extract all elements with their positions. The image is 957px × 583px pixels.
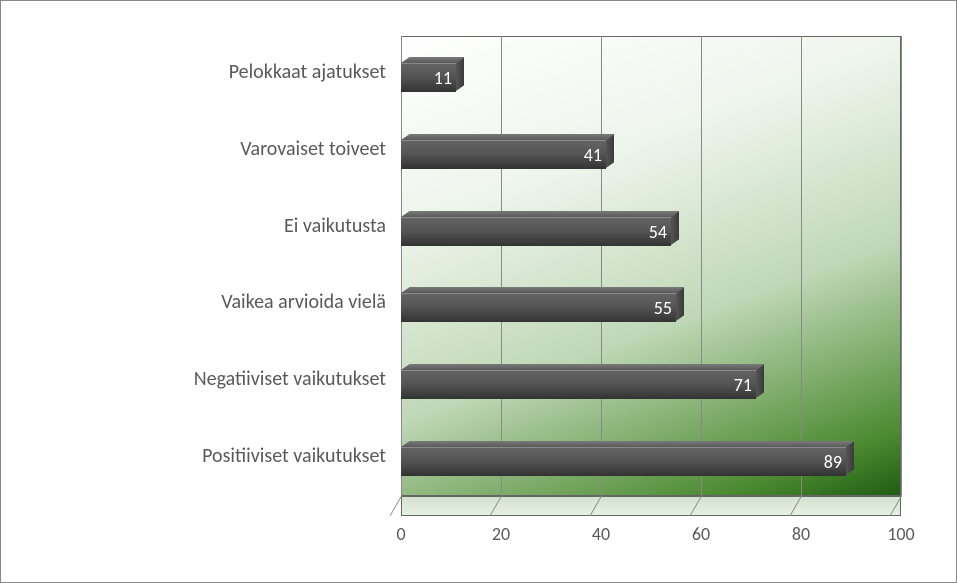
x-tick-label: 60 — [681, 523, 721, 545]
bar-value-label: 41 — [566, 144, 602, 166]
grid-line — [701, 36, 702, 496]
category-label: Pelokkaat ajatukset — [1, 60, 386, 84]
plot-floor — [401, 496, 901, 516]
bar: 55 — [401, 287, 676, 321]
category-label: Negatiiviset vaikutukset — [1, 367, 386, 391]
bar-value-label: 89 — [806, 451, 842, 473]
category-label: Varovaiset toiveet — [1, 137, 386, 161]
x-tick-label: 80 — [781, 523, 821, 545]
bar-value-label: 54 — [631, 221, 667, 243]
bar: 54 — [401, 211, 671, 245]
grid-line — [901, 36, 902, 496]
bar: 11 — [401, 57, 456, 91]
category-label: Positiiviset vaikutukset — [1, 444, 386, 468]
category-label: Ei vaikutusta — [1, 214, 386, 238]
x-tick-label: 0 — [381, 523, 421, 545]
bar: 71 — [401, 364, 756, 398]
x-tick-label: 20 — [481, 523, 521, 545]
grid-line — [401, 36, 402, 496]
x-tick-label: 40 — [581, 523, 621, 545]
bar-value-label: 11 — [416, 67, 452, 89]
grid-line — [601, 36, 602, 496]
bar: 89 — [401, 441, 846, 475]
plot-backwall — [401, 36, 901, 496]
x-tick-label: 100 — [881, 523, 921, 545]
grid-line — [801, 36, 802, 496]
grid-line — [501, 36, 502, 496]
bar: 41 — [401, 134, 606, 168]
chart-frame: 0 20 40 60 80 100 Pelokkaat ajatukset Varovais… — [0, 0, 957, 583]
bar-value-label: 55 — [636, 297, 672, 319]
bar-value-label: 71 — [716, 374, 752, 396]
category-label: Vaikea arvioida vielä — [1, 290, 386, 314]
